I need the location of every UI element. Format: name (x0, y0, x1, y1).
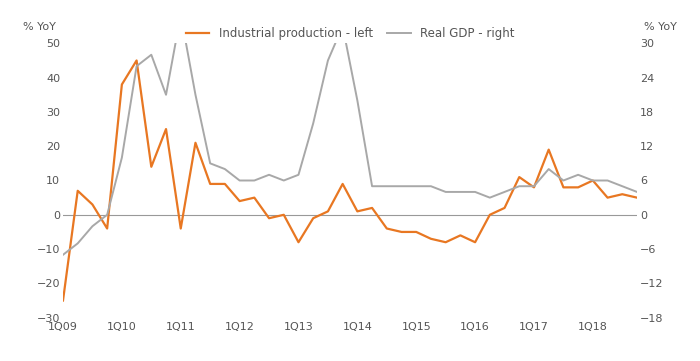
Real GDP - right (132, 64, 141, 68)
Industrial production - left (383, 226, 391, 231)
Industrial production - left (118, 82, 126, 87)
Real GDP - right (559, 178, 568, 183)
Real GDP - right (589, 178, 597, 183)
Real GDP - right (103, 213, 111, 217)
Industrial production - left (589, 178, 597, 183)
Industrial production - left (500, 206, 509, 210)
Industrial production - left (354, 209, 362, 213)
Real GDP - right (456, 190, 465, 194)
Real GDP - right (412, 184, 421, 188)
Real GDP - right (338, 24, 346, 29)
Industrial production - left (147, 165, 155, 169)
Real GDP - right (74, 241, 82, 245)
Industrial production - left (486, 213, 494, 217)
Real GDP - right (515, 184, 524, 188)
Real GDP - right (427, 184, 435, 188)
Real GDP - right (235, 178, 244, 183)
Industrial production - left (294, 240, 302, 244)
Industrial production - left (471, 240, 480, 244)
Real GDP - right (545, 167, 553, 171)
Real GDP - right (530, 184, 538, 188)
Industrial production - left (309, 216, 317, 220)
Real GDP - right (220, 167, 229, 171)
Industrial production - left (103, 226, 111, 231)
Industrial production - left (74, 188, 82, 193)
Real GDP - right (354, 98, 362, 103)
Industrial production - left (412, 230, 421, 234)
Industrial production - left (398, 230, 406, 234)
Industrial production - left (515, 175, 524, 179)
Real GDP - right (603, 178, 612, 183)
Real GDP - right (191, 92, 200, 97)
Industrial production - left (559, 185, 568, 190)
Industrial production - left (176, 226, 185, 231)
Real GDP - right (323, 58, 332, 62)
Real GDP - right (309, 121, 317, 126)
Industrial production - left (323, 209, 332, 213)
Real GDP - right (574, 173, 582, 177)
Industrial production - left (162, 127, 170, 131)
Industrial production - left (574, 185, 582, 190)
Real GDP - right (265, 173, 273, 177)
Real GDP - right (147, 53, 155, 57)
Industrial production - left (250, 195, 258, 200)
Industrial production - left (279, 213, 288, 217)
Real GDP - right (398, 184, 406, 188)
Real GDP - right (486, 195, 494, 200)
Industrial production - left (59, 298, 67, 303)
Real GDP - right (633, 190, 641, 194)
Industrial production - left (88, 202, 97, 206)
Line: Industrial production - left: Industrial production - left (63, 60, 637, 300)
Real GDP - right (206, 161, 214, 165)
Industrial production - left (618, 192, 626, 196)
Text: % YoY: % YoY (644, 22, 677, 32)
Real GDP - right (618, 184, 626, 188)
Real GDP - right (118, 156, 126, 160)
Industrial production - left (235, 199, 244, 203)
Real GDP - right (294, 173, 302, 177)
Industrial production - left (191, 140, 200, 145)
Industrial production - left (545, 147, 553, 152)
Industrial production - left (442, 240, 450, 244)
Real GDP - right (500, 190, 509, 194)
Industrial production - left (368, 206, 377, 210)
Real GDP - right (162, 92, 170, 97)
Industrial production - left (633, 195, 641, 200)
Industrial production - left (530, 185, 538, 190)
Real GDP - right (442, 190, 450, 194)
Industrial production - left (206, 182, 214, 186)
Line: Real GDP - right: Real GDP - right (63, 15, 637, 255)
Industrial production - left (220, 182, 229, 186)
Real GDP - right (368, 184, 377, 188)
Real GDP - right (279, 178, 288, 183)
Industrial production - left (456, 233, 465, 238)
Industrial production - left (265, 216, 273, 220)
Real GDP - right (471, 190, 480, 194)
Industrial production - left (132, 58, 141, 62)
Industrial production - left (427, 237, 435, 241)
Real GDP - right (250, 178, 258, 183)
Real GDP - right (383, 184, 391, 188)
Industrial production - left (603, 195, 612, 200)
Text: % YoY: % YoY (23, 22, 56, 32)
Real GDP - right (176, 13, 185, 17)
Real GDP - right (59, 253, 67, 257)
Industrial production - left (338, 182, 346, 186)
Legend: Industrial production - left, Real GDP - right: Industrial production - left, Real GDP -… (186, 27, 514, 40)
Real GDP - right (88, 224, 97, 229)
